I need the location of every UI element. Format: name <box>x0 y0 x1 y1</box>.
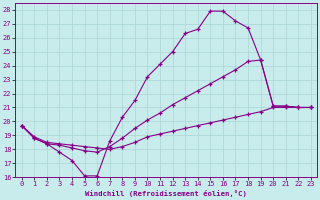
X-axis label: Windchill (Refroidissement éolien,°C): Windchill (Refroidissement éolien,°C) <box>85 190 247 197</box>
